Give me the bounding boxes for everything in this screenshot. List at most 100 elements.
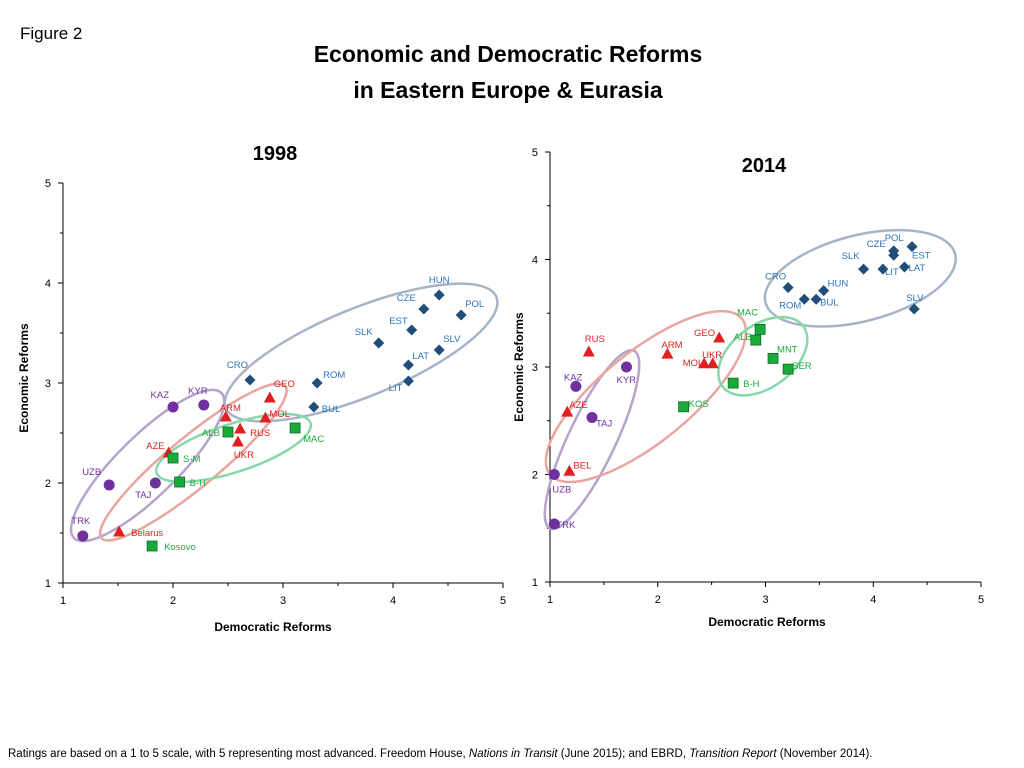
y-axis-label: Economic Reforms: [512, 312, 526, 422]
point-hun-diamond: [818, 285, 830, 297]
point-b-h-label: B-H: [190, 478, 207, 489]
point-lat-label: LAT: [412, 351, 429, 362]
point-taj-circle: [586, 412, 598, 424]
point-rus-triangle: [234, 422, 247, 434]
point-arm-label: ARM: [661, 340, 682, 351]
point-hun-label: HUN: [828, 279, 849, 290]
point-cro-label: CRO: [765, 271, 786, 282]
point-mac-square: [289, 422, 301, 434]
x-tick-label: 5: [500, 595, 506, 607]
point-kyr-label: KYR: [188, 386, 208, 397]
point-alb-label: ALB: [734, 332, 752, 343]
point-taj-label: TAJ: [596, 419, 612, 430]
point-kaz-label: KAZ: [564, 372, 583, 383]
point-slv-label: SLV: [906, 293, 924, 304]
point-bul-diamond: [810, 293, 822, 305]
footer-source-2: Transition Report: [689, 748, 777, 760]
point-pol-label: POL: [465, 299, 484, 310]
point-hun-label: HUN: [429, 275, 450, 286]
point-ser-label: SER: [792, 361, 812, 372]
point-lit-diamond: [877, 263, 889, 275]
footer-note: Ratings are based on a 1 to 5 scale, wit…: [8, 748, 872, 760]
x-tick-label: 3: [280, 595, 286, 607]
point-aze-label: AZE: [569, 400, 587, 411]
chart-title: 1998: [253, 143, 298, 165]
point-rom-diamond: [311, 377, 323, 389]
group-ellipse-purple: [543, 349, 641, 531]
point-kyr-label: KYR: [617, 375, 637, 386]
x-tick-label: 1: [60, 595, 66, 607]
point-slv-label: SLV: [443, 334, 461, 345]
point-rom-label: ROM: [779, 300, 801, 311]
point-lat-diamond: [402, 359, 414, 371]
footer-text-3: (November 2014).: [776, 748, 873, 760]
point-pol-label: POL: [885, 233, 904, 244]
point-cze-diamond: [418, 303, 430, 315]
chart-title: 2014: [742, 155, 787, 177]
point-alb-label: ALB: [202, 428, 220, 439]
point-kosovo-square: [146, 540, 158, 552]
point-alb-square: [750, 334, 762, 346]
point-trk-label: TRK: [556, 520, 576, 531]
point-geo-label: GEO: [694, 328, 715, 339]
y-tick-label: 5: [45, 178, 51, 190]
point-ukr-triangle: [231, 435, 244, 447]
point-b-h-square: [174, 476, 186, 488]
point-cze-label: CZE: [867, 239, 886, 250]
point-alb-square: [222, 426, 234, 438]
point-slk-label: SLK: [355, 327, 374, 338]
point-lat-label: LAT: [908, 263, 925, 274]
point-slk-label: SLK: [842, 251, 861, 262]
point-kos-label: KOS: [689, 399, 709, 410]
point-trk-circle: [548, 518, 560, 530]
point-lit-label: LIT: [885, 267, 899, 278]
y-tick-label: 3: [45, 378, 51, 390]
y-tick-label: 4: [532, 255, 538, 267]
footer-text-1: Ratings are based on a 1 to 5 scale, wit…: [8, 748, 469, 760]
group-ellipse-green: [154, 412, 313, 484]
x-tick-label: 2: [655, 594, 661, 606]
group-ellipse-blue: [223, 282, 499, 423]
point-mac-square: [754, 323, 766, 335]
footer-source-1: Nations in Transit: [468, 748, 558, 760]
point-b-h-label: B-H: [743, 379, 760, 390]
point-s-m-square: [167, 452, 179, 464]
point-mnt-square: [767, 352, 779, 364]
point-aze-triangle: [561, 405, 574, 417]
group-ellipse-purple: [69, 388, 226, 543]
x-axis-label: Democratic Reforms: [214, 620, 332, 634]
point-arm-triangle: [219, 410, 232, 422]
point-bul-label: BUL: [820, 297, 838, 308]
point-geo-triangle: [263, 391, 276, 403]
point-cro-diamond: [782, 281, 794, 293]
y-tick-label: 1: [45, 578, 51, 590]
point-arm-triangle: [661, 347, 674, 359]
point-mol-triangle: [706, 357, 719, 369]
point-taj-circle: [149, 477, 161, 489]
point-b-h-square: [727, 377, 739, 389]
point-belarus-triangle: [113, 525, 126, 537]
point-bul-diamond: [308, 401, 320, 413]
x-axis-label: Democratic Reforms: [708, 615, 826, 629]
point-uzb-circle: [548, 469, 560, 480]
x-tick-label: 3: [762, 594, 768, 606]
point-slk-diamond: [373, 337, 385, 349]
group-ellipse-red: [98, 382, 288, 542]
x-tick-label: 4: [870, 594, 876, 606]
point-rus-label: RUS: [250, 428, 270, 439]
point-aze-label: AZE: [146, 441, 164, 452]
point-rus-triangle: [582, 345, 595, 357]
point-mac-label: MAC: [303, 434, 324, 445]
point-uzb-label: UZB: [82, 467, 101, 478]
point-slv-diamond: [908, 303, 920, 315]
point-pol-diamond: [455, 309, 467, 321]
point-cze-diamond: [888, 249, 900, 261]
y-tick-label: 3: [532, 362, 538, 374]
title-line-1: Economic and Democratic Reforms: [313, 41, 703, 67]
point-slv-diamond: [433, 344, 445, 356]
point-belarus-label: Belarus: [131, 528, 163, 539]
y-tick-label: 5: [532, 147, 538, 159]
group-ellipse-blue: [763, 228, 957, 328]
point-mac-label: MAC: [737, 307, 758, 318]
